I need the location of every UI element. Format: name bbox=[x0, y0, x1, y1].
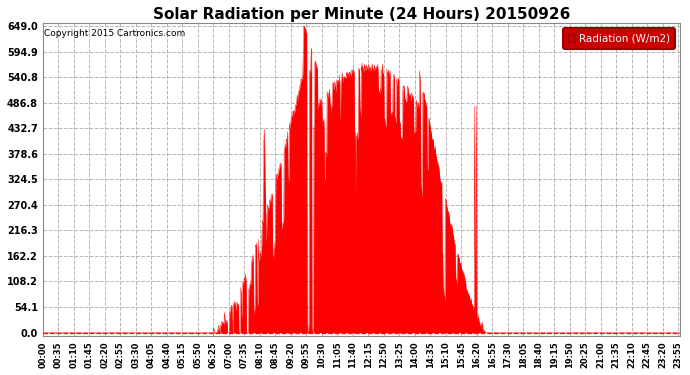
Title: Solar Radiation per Minute (24 Hours) 20150926: Solar Radiation per Minute (24 Hours) 20… bbox=[152, 7, 570, 22]
Legend: Radiation (W/m2): Radiation (W/m2) bbox=[563, 28, 675, 49]
Text: Copyright 2015 Cartronics.com: Copyright 2015 Cartronics.com bbox=[44, 29, 186, 38]
